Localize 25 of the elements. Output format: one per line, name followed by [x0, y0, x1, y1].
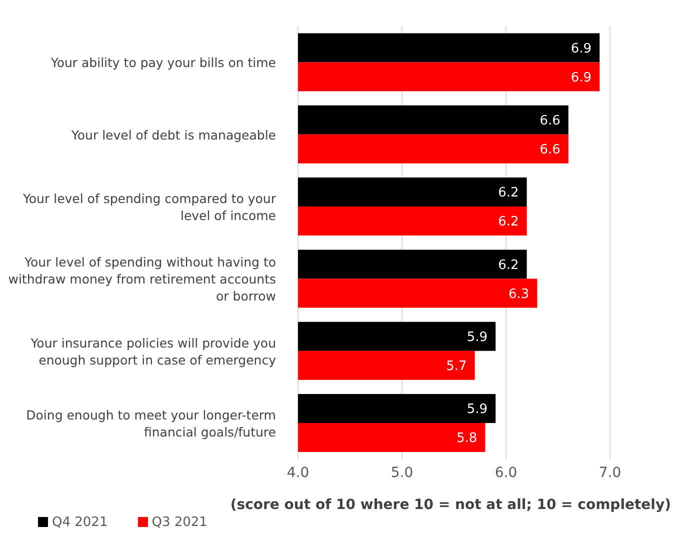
data-label: 5.9: [466, 402, 488, 418]
y-tick-label: Your level of spending without having to withdraw money from retirement accounts or borrow: [8, 254, 276, 304]
x-tick-label: 4.0: [286, 464, 310, 481]
y-tick-label: Your level of spending compared to your level of income: [22, 190, 277, 222]
y-tick-label: Doing enough to meet your longer-term financial goals/future: [26, 406, 276, 439]
data-label: 6.6: [540, 142, 560, 158]
legend-label: Q3 2021: [152, 515, 208, 530]
data-label: 6.9: [570, 41, 592, 56]
y-tick-label: Your insurance policies will provide you enough support in case of emergency: [30, 334, 277, 367]
data-label: 6.2: [498, 258, 519, 273]
x-tick-label: 5.0: [390, 464, 414, 481]
x-tick-label: 6.0: [494, 464, 518, 481]
legend-label: Q4 2021: [52, 515, 108, 530]
data-label: 5.8: [456, 431, 478, 446]
data-label: 6.2: [498, 214, 519, 230]
data-label: 6.6: [540, 114, 560, 128]
y-tick-label: Your ability to pay your bills on time: [50, 54, 276, 70]
x-axis-title: (score out of 10 where 10 = not at all; 10 = completely): [230, 497, 671, 513]
data-label: 5.9: [466, 330, 488, 345]
data-label: 6.3: [508, 286, 530, 302]
data-label: 6.9: [570, 70, 592, 86]
data-label: 5.7: [446, 359, 467, 374]
data-label: 6.2: [498, 186, 519, 201]
y-tick-label: Your level of debt is manageable: [70, 126, 276, 142]
x-tick-label: 7.0: [598, 464, 622, 481]
